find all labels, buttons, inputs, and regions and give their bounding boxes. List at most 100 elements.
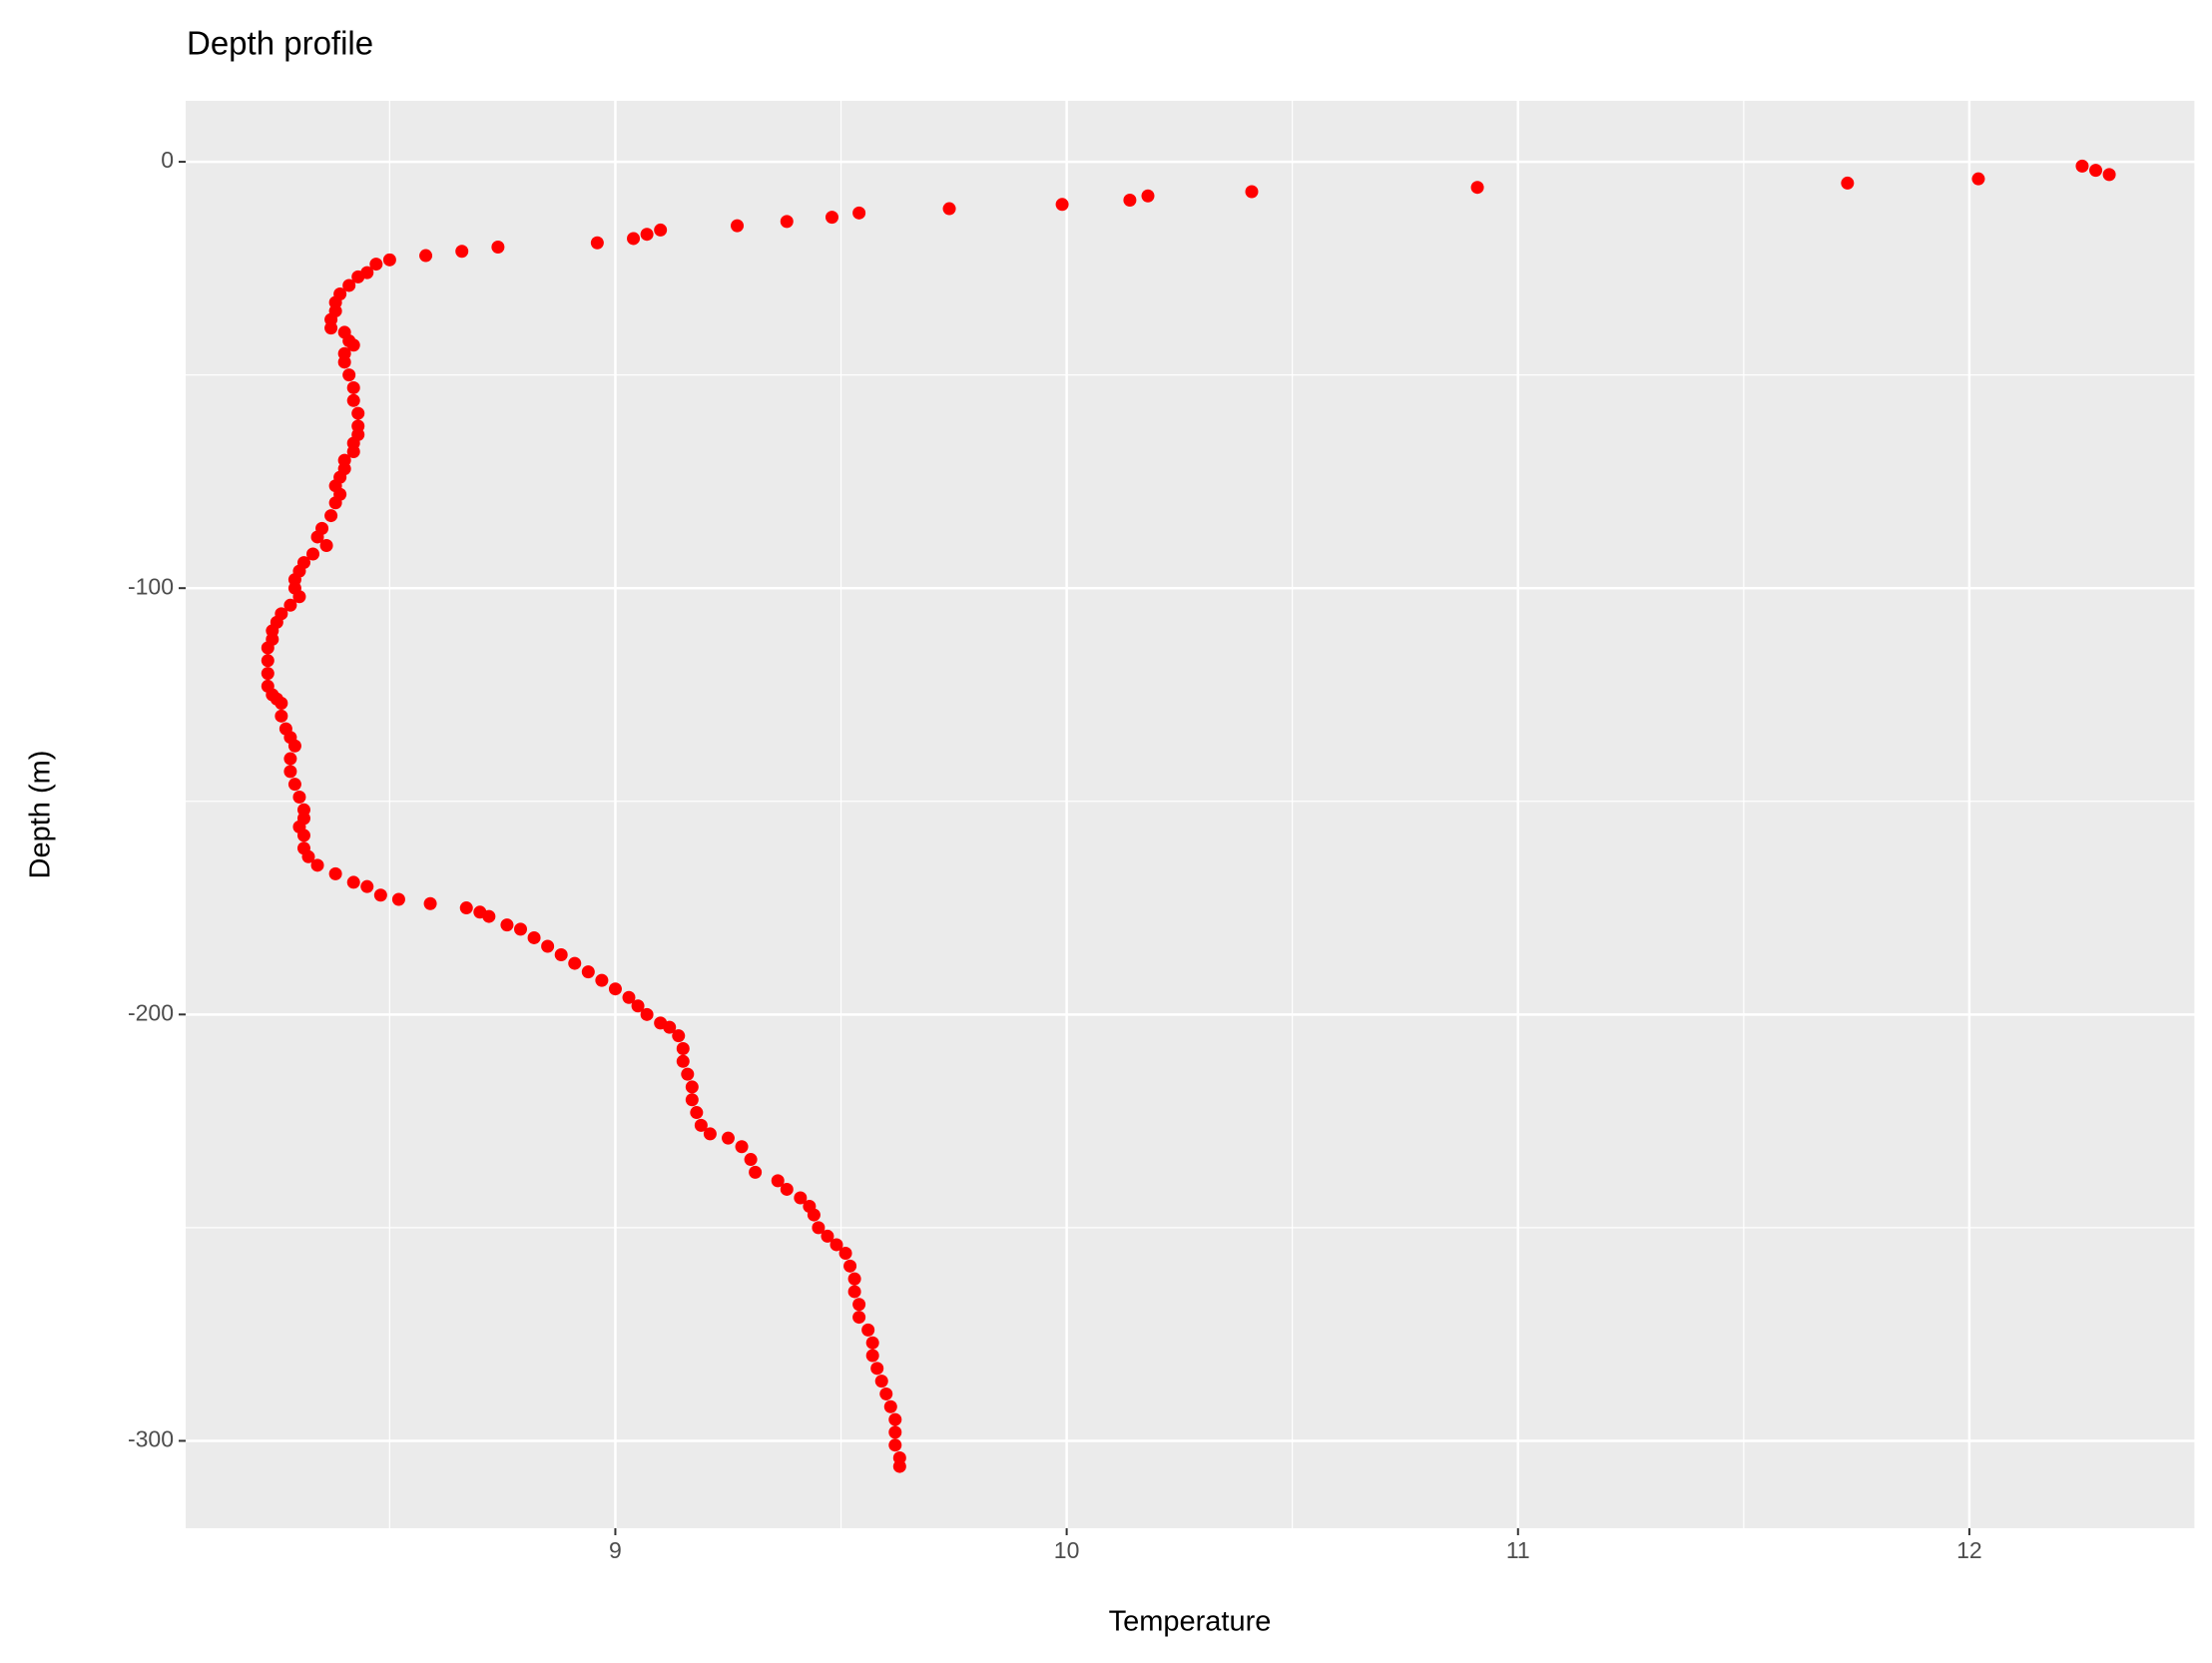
point xyxy=(852,206,866,220)
point xyxy=(1141,189,1155,203)
point xyxy=(328,866,342,880)
point xyxy=(870,1362,884,1376)
point xyxy=(685,1093,699,1107)
point xyxy=(455,245,469,259)
point xyxy=(306,547,320,561)
point xyxy=(888,1438,902,1452)
point xyxy=(622,990,636,1004)
point xyxy=(346,393,360,407)
point xyxy=(568,956,582,970)
point xyxy=(865,1336,879,1350)
point xyxy=(2102,168,2116,182)
point xyxy=(1055,198,1069,212)
point xyxy=(346,875,360,889)
point xyxy=(1245,185,1259,199)
point xyxy=(690,1106,704,1120)
point xyxy=(1470,181,1484,195)
point xyxy=(283,752,297,766)
point xyxy=(581,965,595,979)
point xyxy=(346,338,360,352)
point xyxy=(640,228,654,242)
point xyxy=(423,896,437,910)
point xyxy=(942,202,956,216)
point xyxy=(703,1127,717,1141)
point xyxy=(780,1182,794,1196)
point xyxy=(663,1020,677,1034)
point xyxy=(283,765,297,779)
point xyxy=(527,930,541,944)
point xyxy=(1841,176,1855,190)
point xyxy=(275,697,288,711)
point xyxy=(287,739,301,753)
point xyxy=(771,1174,785,1188)
point xyxy=(514,922,527,936)
x-tick-label: 11 xyxy=(1506,1537,1530,1563)
point xyxy=(391,892,405,906)
point xyxy=(865,1349,879,1363)
point xyxy=(324,509,338,523)
point xyxy=(676,1054,690,1068)
point xyxy=(419,249,433,263)
point xyxy=(608,982,622,996)
point xyxy=(310,858,324,872)
plot-background xyxy=(186,101,2195,1528)
point xyxy=(672,1029,686,1043)
y-tick-label: 0 xyxy=(161,147,174,173)
point xyxy=(838,1247,852,1261)
point xyxy=(627,232,641,246)
point xyxy=(640,1007,654,1021)
point xyxy=(852,1298,866,1312)
point xyxy=(749,1165,763,1179)
y-tick-label: -300 xyxy=(128,1426,174,1452)
point xyxy=(296,829,310,842)
point xyxy=(825,211,838,225)
point xyxy=(744,1153,758,1167)
point xyxy=(847,1285,861,1299)
point xyxy=(861,1323,875,1337)
point xyxy=(301,849,315,863)
point xyxy=(346,445,360,459)
y-tick-label: -100 xyxy=(128,573,174,599)
point xyxy=(346,380,360,394)
point xyxy=(721,1131,735,1145)
point xyxy=(1123,194,1137,208)
point xyxy=(491,241,505,255)
y-axis-title: Depth (m) xyxy=(25,751,57,879)
point xyxy=(631,999,645,1013)
point xyxy=(830,1238,843,1252)
point xyxy=(2075,159,2089,173)
point xyxy=(879,1386,893,1400)
point xyxy=(342,368,356,382)
y-tick-label: -200 xyxy=(128,999,174,1025)
point xyxy=(351,406,365,420)
point xyxy=(369,258,383,272)
point xyxy=(360,879,374,893)
point xyxy=(888,1412,902,1426)
point xyxy=(261,654,275,668)
point xyxy=(590,236,604,250)
point xyxy=(731,219,745,233)
point xyxy=(319,538,333,552)
point xyxy=(373,888,387,902)
point xyxy=(807,1208,821,1222)
point xyxy=(342,278,356,292)
point xyxy=(892,1459,906,1473)
point xyxy=(735,1140,749,1154)
x-tick-label: 10 xyxy=(1054,1537,1080,1563)
point xyxy=(328,496,342,510)
point xyxy=(874,1375,888,1388)
point xyxy=(292,790,306,804)
x-tick-label: 9 xyxy=(609,1537,622,1563)
point xyxy=(283,598,297,612)
point xyxy=(337,355,351,369)
point xyxy=(554,948,568,962)
point xyxy=(324,321,338,335)
point xyxy=(821,1229,834,1243)
point xyxy=(310,530,324,544)
point xyxy=(261,667,275,681)
point xyxy=(482,909,496,923)
point xyxy=(1971,172,1985,186)
point xyxy=(847,1272,861,1286)
